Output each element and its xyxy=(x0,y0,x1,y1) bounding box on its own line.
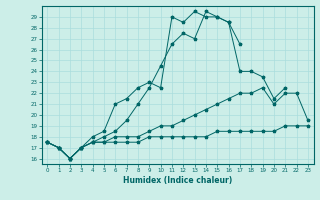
X-axis label: Humidex (Indice chaleur): Humidex (Indice chaleur) xyxy=(123,176,232,185)
